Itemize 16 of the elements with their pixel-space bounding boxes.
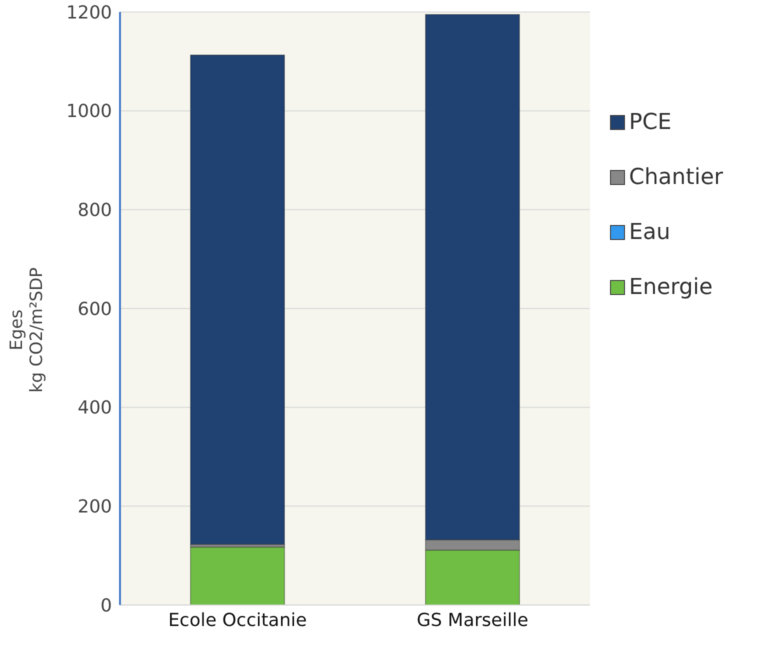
legend-label: Eau [629,220,670,245]
x-tick-label: GS Marseille [416,610,528,631]
legend-label: Chantier [629,165,724,190]
y-tick-label: 1000 [66,101,112,122]
y-tick-label: 800 [78,200,112,222]
legend-label: PCE [629,110,672,135]
y-tick-label: 1200 [66,2,112,24]
y-tick-label: 600 [78,298,112,320]
bar [190,54,285,545]
x-tick-label: Ecole Occitanie [168,610,307,631]
y-tick-label: 200 [78,496,112,518]
y-axis-title: Eges kg CO2/m²SDP [7,267,47,393]
bar [190,546,285,605]
legend-label: Energie [629,275,713,300]
y-tick-label: 400 [78,398,112,419]
y-tick-label: 0 [100,595,112,616]
